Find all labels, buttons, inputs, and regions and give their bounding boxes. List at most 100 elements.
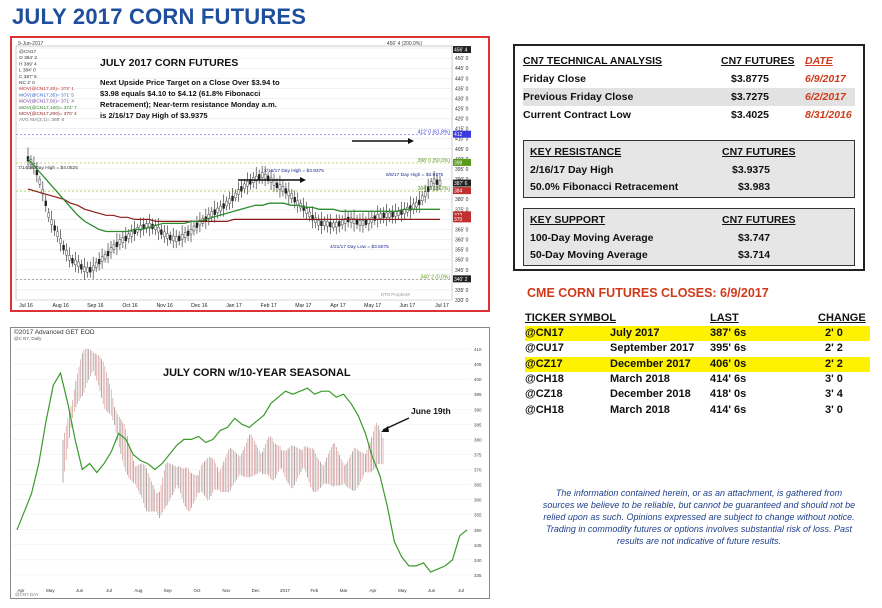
chart-title: JULY 2017 CORN FUTURES — [100, 57, 238, 69]
closes-last: 414' 6s — [710, 403, 747, 416]
support-title: KEY SUPPORT — [530, 214, 606, 226]
candle-body — [302, 205, 305, 211]
resistance-row: 50.0% Fibonacci Retracement $3.983 — [530, 178, 848, 196]
chart-header-sub: @C N7, Daily — [14, 336, 42, 341]
candle-body — [56, 231, 59, 237]
candle-body — [278, 184, 282, 190]
y-tick-label: 410 — [474, 347, 482, 352]
chart-annotation: 2/16/17 Day High = $3.9375 — [264, 168, 324, 174]
x-tick-label: Jul 17 — [435, 303, 449, 309]
y-tick-label: 445' 0 — [455, 66, 469, 72]
candle-body — [106, 250, 110, 257]
y-tick-label: 345 — [474, 543, 482, 548]
price-tag-label: 412 — [454, 132, 463, 138]
closes-change: 2' 2 — [825, 342, 843, 355]
candle-body — [349, 217, 353, 223]
candle-body — [385, 212, 388, 218]
price-tag-box — [453, 130, 471, 138]
y-tick-label: 410' 0 — [455, 137, 469, 143]
candle-body — [272, 180, 276, 186]
candle-body — [148, 223, 151, 229]
y-tick-label: 360 — [474, 498, 482, 503]
closes-contract: March 2018 — [610, 372, 670, 385]
candle-body — [38, 179, 42, 185]
legend-entry: MOV(@CN17,35)= 371' 5 — [19, 92, 74, 98]
x-tick-label: Oct — [193, 588, 201, 593]
y-tick-label: 400 — [474, 377, 482, 382]
candle-body — [275, 182, 279, 188]
y-tick-label: 330' 0 — [455, 298, 469, 304]
candle-body — [338, 221, 341, 227]
candle-body — [391, 212, 394, 218]
legend-entry: C 387' 6 — [19, 74, 37, 80]
candle-body — [103, 253, 107, 260]
candle-body — [329, 221, 332, 228]
candle-body — [59, 238, 62, 244]
legend-entry: MOV(@CN17,200)= 370' 4 — [19, 111, 77, 117]
candle-body — [435, 179, 439, 185]
price-tag-label: 398 — [454, 160, 463, 166]
candle-body — [175, 236, 178, 242]
support-label: 100-Day Moving Average — [530, 232, 654, 244]
candle-body — [65, 250, 68, 256]
price-tag-box — [453, 211, 471, 219]
x-tick-label: Nov 16 — [156, 303, 173, 309]
y-tick-label: 385 — [474, 422, 482, 427]
y-tick-label: 375' 0 — [455, 207, 469, 213]
y-tick-label: 365 — [474, 483, 482, 488]
candle-body — [74, 259, 77, 266]
candle-body — [305, 208, 308, 214]
tech-header-title: CN7 TECHNICAL ANALYSIS — [523, 55, 663, 67]
chart-annotation: 6/8/17 Day High = $3.9175 — [386, 172, 444, 178]
chart-annotation: 7/14/16 Day High = $4.0525 — [18, 165, 78, 171]
support-header: KEY SUPPORT CN7 FUTURES — [530, 211, 848, 229]
candle-body — [183, 232, 187, 238]
price-tag-label: 456' 4 — [454, 48, 468, 54]
candle-body — [412, 203, 415, 209]
chart-header-right: 456' 4 (200.0%) — [387, 41, 422, 47]
tech-row-label: Previous Friday Close — [523, 91, 634, 103]
x-tick-label: Sep 16 — [87, 303, 104, 309]
resistance-header: KEY RESISTANCE CN7 FUTURES — [530, 143, 848, 161]
closes-col-last: LAST — [710, 312, 739, 324]
fib-label: 398' 0 (50.0%) — [418, 158, 451, 164]
chart-header-left: ©2017 Advanced GET EOD — [14, 328, 95, 336]
chart-subtitle-line: $3.98 equals $4.10 to $4.12 (61.8% Fibon… — [100, 89, 260, 98]
candle-body — [195, 222, 199, 228]
candle-body — [243, 183, 246, 189]
y-tick-label: 340 — [474, 558, 482, 563]
x-tick-label: Feb — [310, 588, 318, 593]
tech-row-date: 6/9/2017 — [805, 73, 846, 85]
candle-body — [44, 200, 47, 206]
candle-body — [213, 209, 216, 215]
x-tick-label: Dec 16 — [191, 303, 208, 309]
candle-body — [160, 229, 163, 235]
price-tag-box — [453, 187, 471, 195]
candle-body — [438, 180, 442, 186]
x-tick-label: Jan 17 — [226, 303, 242, 309]
closes-row: @CH18 March 2018 414' 6s 3' 0 — [525, 403, 870, 418]
closes-change: 3' 0 — [825, 403, 843, 416]
candle-body — [225, 200, 228, 207]
candle-body — [166, 233, 169, 239]
price-tag-box — [453, 46, 471, 54]
candle-body — [68, 255, 71, 261]
candle-body — [320, 220, 323, 227]
candle-body — [281, 186, 285, 192]
candle-body — [343, 218, 347, 224]
x-tick-label: Mar 17 — [295, 303, 311, 309]
candle-body — [124, 235, 128, 242]
x-tick-label: Feb 17 — [261, 303, 277, 309]
candle-body — [364, 219, 368, 225]
candle-body — [382, 212, 385, 218]
closes-last: 418' 0s — [710, 388, 747, 401]
legend-entry: @CN17 — [19, 49, 36, 55]
y-tick-label: 440' 0 — [455, 76, 469, 82]
candle-body — [240, 186, 243, 192]
closes-change: 3' 4 — [825, 388, 843, 401]
resistance-label: 50.0% Fibonacci Retracement — [530, 181, 679, 193]
support-value: $3.714 — [738, 249, 771, 261]
legend-entry: MOV(@CN17,50)= 371' 4 — [19, 99, 74, 105]
x-tick-label: Mar — [340, 588, 348, 593]
closes-change: 2' 0 — [825, 327, 843, 339]
